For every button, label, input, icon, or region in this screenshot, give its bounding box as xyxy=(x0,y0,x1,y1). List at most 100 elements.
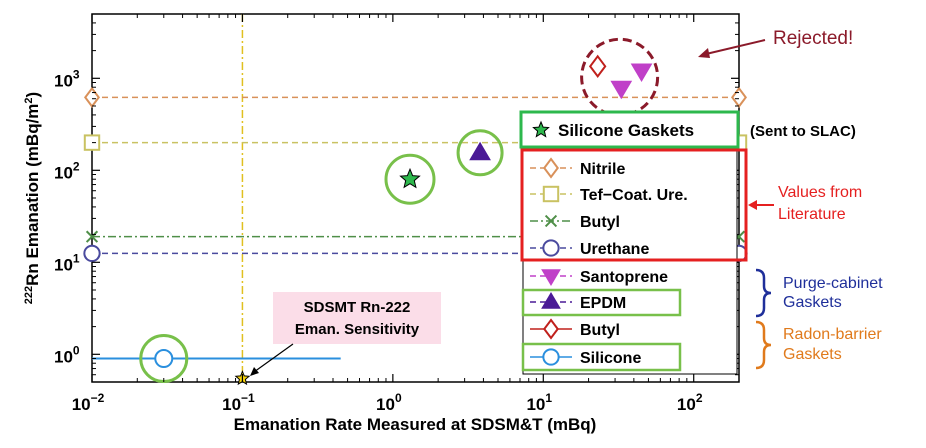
legend-entry-6-marker-shape xyxy=(541,292,561,309)
y-axis-label: 222Rn Emanation (mBq/m2) xyxy=(23,92,42,304)
legend-entry-7-marker xyxy=(543,318,559,340)
barrier-gaskets-label: Gaskets xyxy=(783,346,842,363)
series-8-point-0-shape xyxy=(154,349,174,369)
purge-brace xyxy=(755,268,772,318)
legend-entry-4-marker-shape xyxy=(542,239,560,257)
x-tick-label-4: 102 xyxy=(677,391,703,414)
series-4-end-marker-left-shape xyxy=(83,244,101,263)
x-tick-label-base-3: 10 xyxy=(526,395,545,414)
legend-entry-0: Silicone Gaskets xyxy=(532,120,694,140)
series-5-point-1-shape xyxy=(630,63,653,83)
legend-entry-5-label: Santoprene xyxy=(580,269,668,286)
legend-entry-0-marker-shape xyxy=(532,120,550,138)
legend-entry-6-marker xyxy=(541,292,561,309)
literature-arrowhead xyxy=(748,200,757,210)
rejected-arrowhead xyxy=(698,48,710,58)
y-tick-label-exp-2: 2 xyxy=(73,159,80,173)
x-tick-label-2: 100 xyxy=(376,391,402,414)
legend-entry-3-label: Butyl xyxy=(580,214,620,231)
legend-entry-3-marker-shape xyxy=(544,214,558,228)
legend-entry-5: Santoprene xyxy=(530,269,668,286)
radon-barrier-label: Radon-barrier xyxy=(783,326,882,343)
series-3-end-marker-left xyxy=(85,230,99,243)
x-tick-label-base-1: 10 xyxy=(222,395,241,414)
series-5-point-0-shape xyxy=(610,80,633,100)
values-from-label: Values from xyxy=(778,184,862,201)
legend-entry-5-marker xyxy=(541,269,561,286)
x-tick-label-1: 10−1 xyxy=(222,391,255,414)
y-tick-label-exp-0: 0 xyxy=(73,343,80,357)
sent-to-slac-label: (Sent to SLAC) xyxy=(750,123,856,140)
literature-label: Literature xyxy=(778,206,846,223)
legend-entry-6-label: EPDM xyxy=(580,295,626,312)
legend-entry-1-label: Nitrile xyxy=(580,161,625,178)
legend-entry-1: Nitrile xyxy=(530,157,625,179)
rejected-label: Rejected! xyxy=(773,28,853,49)
barrier-brace xyxy=(755,320,772,370)
series-0-point-0 xyxy=(399,167,421,189)
y-axis-label-sup: 2 xyxy=(23,97,35,103)
x-tick-label-0: 10−2 xyxy=(72,391,105,414)
series-8-point-0 xyxy=(154,349,174,369)
x-tick-label-base-2: 10 xyxy=(376,395,395,414)
legend-entry-1-marker xyxy=(543,157,559,179)
y-axis-label-pre: 222 xyxy=(23,286,35,304)
x-tick-label-exp-1: −1 xyxy=(241,391,255,405)
legend-entry-0-marker xyxy=(532,120,550,138)
legend-entry-8-label: Silicone xyxy=(580,350,641,367)
legend-entry-3: Butyl xyxy=(530,214,620,231)
series-3-end-marker-left-shape xyxy=(85,230,99,243)
sensitivity-box xyxy=(273,292,441,344)
series-0-point-0-shape xyxy=(399,167,421,189)
series-7-point-0 xyxy=(588,54,607,78)
y-tick-label-base-1: 10 xyxy=(54,255,73,274)
y-tick-label-exp-1: 1 xyxy=(73,251,80,265)
highlight-circle-0 xyxy=(384,153,436,205)
series-6-point-0 xyxy=(469,141,491,161)
legend-entry-2-label: Tef−Coat. Ure. xyxy=(580,187,688,204)
purge-cabinet-label: Purge-cabinet xyxy=(783,275,883,292)
rejected-arrow xyxy=(705,39,766,55)
legend-entry-7: Butyl xyxy=(530,318,620,340)
x-tick-label-base-0: 10 xyxy=(72,395,91,414)
legend-entry-7-marker-shape xyxy=(543,318,559,340)
legend-entry-2: Tef−Coat. Ure. xyxy=(530,185,688,204)
legend-entry-4-label: Urethane xyxy=(580,241,649,258)
legend-entry-4: Urethane xyxy=(530,239,649,258)
legend-entry-8-marker-shape xyxy=(542,348,560,366)
legend-entry-8-marker xyxy=(542,348,560,366)
legend-entry-3-marker xyxy=(544,214,558,228)
y-axis-label-mid: Rn Emanation (mBq/m xyxy=(23,104,42,286)
legend-box-green-silicone-gaskets xyxy=(519,110,740,149)
series-5-point-0 xyxy=(610,80,633,100)
legend-entry-4-marker xyxy=(542,239,560,257)
y-tick-label-exp-3: 3 xyxy=(73,67,80,81)
y-tick-label-0: 100 xyxy=(54,343,80,366)
legend-box-red-literature xyxy=(520,148,748,262)
highlight-circle-1 xyxy=(456,129,504,177)
sensitivity-arrowhead xyxy=(250,367,259,376)
y-tick-label-3: 103 xyxy=(54,67,80,90)
sensitivity-label-line1: SDSMT Rn-222 xyxy=(304,299,411,316)
x-tick-label-3: 101 xyxy=(526,391,552,414)
legend-entry-6: EPDM xyxy=(530,292,626,312)
x-tick-label-base-4: 10 xyxy=(677,395,696,414)
series-5-point-1 xyxy=(630,63,653,83)
x-tick-label-exp-0: −2 xyxy=(91,391,105,405)
x-tick-label-exp-4: 2 xyxy=(696,391,703,405)
legend: Silicone Gaskets Nitrile Tef−Coat. Ure. But… xyxy=(530,120,694,367)
purge-gaskets-label: Gaskets xyxy=(783,294,842,311)
x-tick-label-exp-3: 1 xyxy=(545,391,552,405)
y-tick-label-base-3: 10 xyxy=(54,71,73,90)
legend-entry-7-label: Butyl xyxy=(580,322,620,339)
y-tick-label-base-2: 10 xyxy=(54,163,73,182)
legend-entry-2-marker-shape xyxy=(542,185,560,203)
x-tick-label-exp-2: 0 xyxy=(395,391,402,405)
legend-box-silicone xyxy=(521,342,682,372)
y-tick-label-2: 102 xyxy=(54,159,80,182)
x-axis-label: Emanation Rate Measured at SDSM&T (mBq) xyxy=(234,415,597,434)
sensitivity-label-line2: Eman. Sensitivity xyxy=(295,321,420,338)
legend-entry-2-marker xyxy=(542,185,560,203)
legend-box-epdm xyxy=(521,288,682,317)
